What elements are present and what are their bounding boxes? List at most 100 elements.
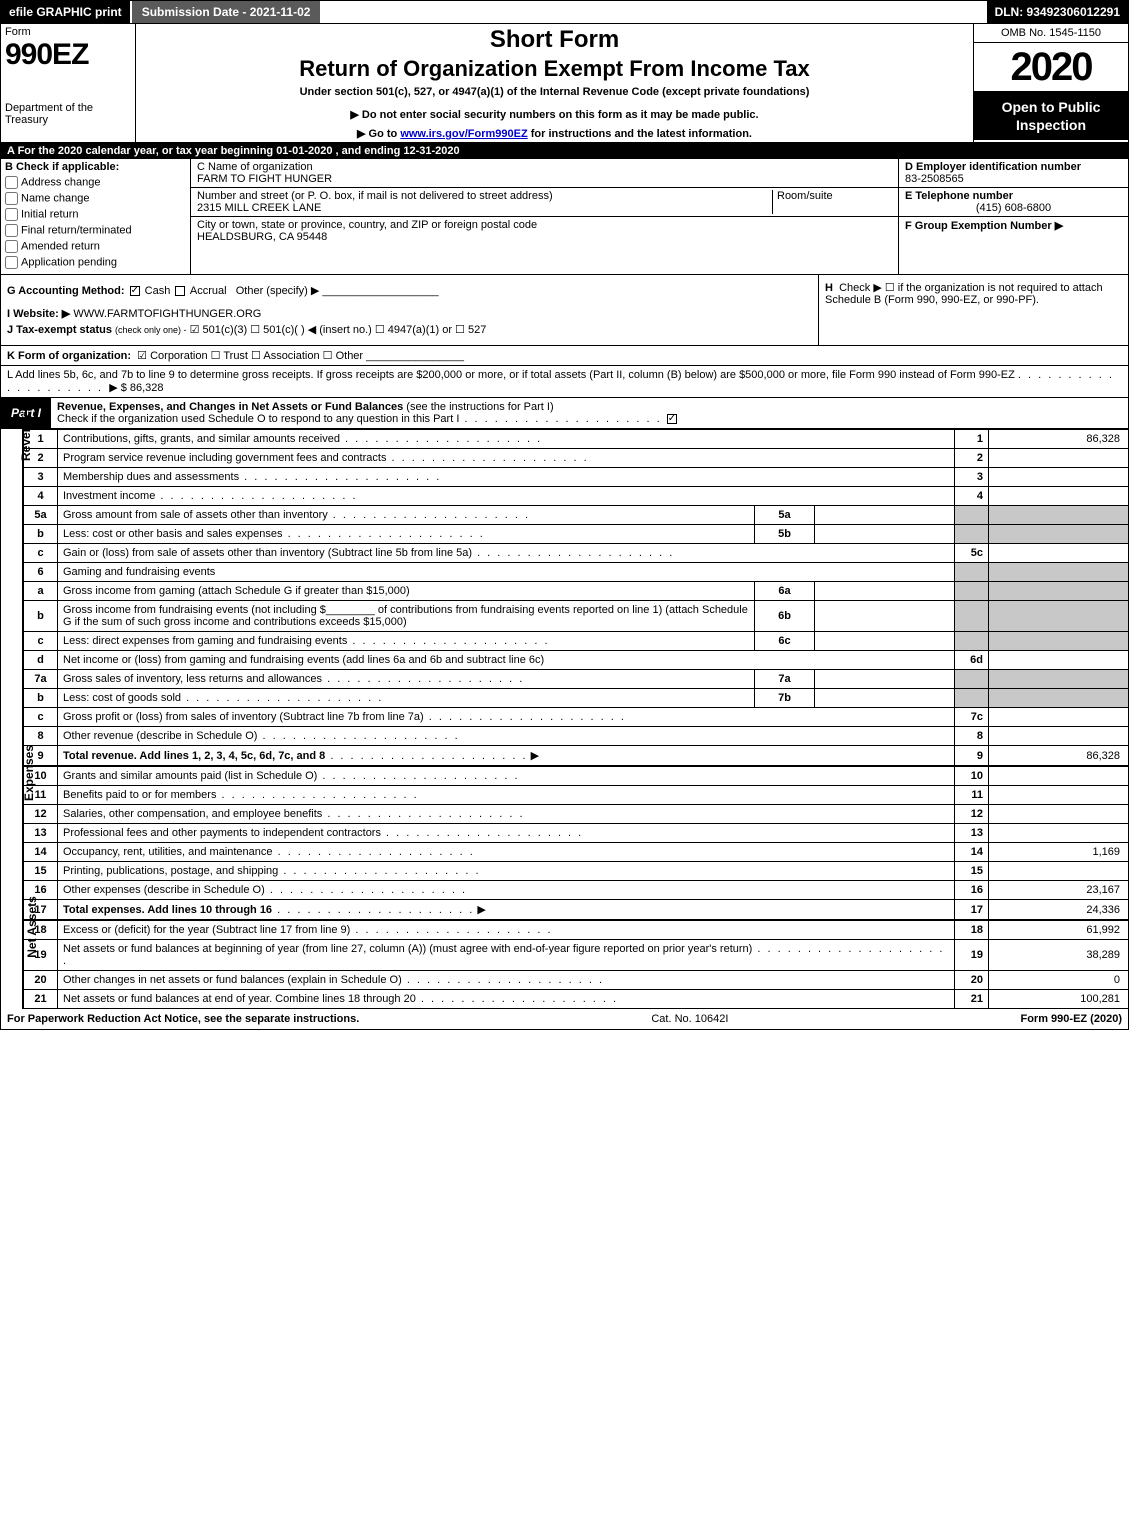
chk-accrual[interactable] [175,286,185,296]
chk-amended-return[interactable]: Amended return [5,240,186,253]
irs-link[interactable]: www.irs.gov/Form990EZ [400,128,527,140]
line-7a: 7aGross sales of inventory, less returns… [24,670,1129,689]
netassets-section: Net Assets 18Excess or (deficit) for the… [0,920,1129,1009]
form-header: Form 990EZ Department of the Treasury Sh… [0,24,1129,143]
omb-number: OMB No. 1545-1150 [974,24,1128,43]
line-4: 4Investment income4 [24,487,1129,506]
org-name-label: C Name of organization [197,161,892,173]
line-15: 15Printing, publications, postage, and s… [24,862,1129,881]
phone: (415) 608-6800 [905,202,1122,214]
chk-cash[interactable] [130,286,140,296]
line-10: 10Grants and similar amounts paid (list … [24,767,1129,786]
city-label: City or town, state or province, country… [197,219,892,231]
under-section: Under section 501(c), 527, or 4947(a)(1)… [142,86,967,98]
k-opts: ☑ Corporation ☐ Trust ☐ Association ☐ Ot… [137,350,363,362]
line-3: 3Membership dues and assessments3 [24,468,1129,487]
revenue-side-label: Revenue [1,429,23,766]
section-h: H Check ▶ ☐ if the organization is not r… [818,275,1128,345]
chk-final-return[interactable]: Final return/terminated [5,224,186,237]
street-label: Number and street (or P. O. box, if mail… [197,190,772,202]
page-footer: For Paperwork Reduction Act Notice, see … [0,1009,1129,1030]
footer-center: Cat. No. 10642I [651,1013,728,1025]
tax-year: 2020 [974,43,1128,92]
g-label: G Accounting Method: [7,285,125,297]
line-8: 8Other revenue (describe in Schedule O)8 [24,727,1129,746]
notice2-suffix: for instructions and the latest informat… [528,128,752,140]
l-amount: ▶ $ 86,328 [109,382,163,394]
j-note: (check only one) - [115,325,187,335]
j-opts: ☑ 501(c)(3) ☐ 501(c)( ) ◀ (insert no.) ☐… [190,324,487,336]
open-inspection: Open to Public Inspection [974,92,1128,140]
form-label: Form [5,26,131,38]
chk-schedule-o[interactable] [667,414,677,424]
part1-title: Revenue, Expenses, and Changes in Net As… [51,398,1128,428]
chk-application-pending[interactable]: Application pending [5,256,186,269]
department: Department of the Treasury [5,102,131,126]
line-20: 20Other changes in net assets or fund ba… [24,971,1129,990]
line-5b: bLess: cost or other basis and sales exp… [24,525,1129,544]
line-21: 21Net assets or fund balances at end of … [24,990,1129,1009]
line-5a: 5aGross amount from sale of assets other… [24,506,1129,525]
org-name: FARM TO FIGHT HUNGER [197,173,892,185]
row-a: A For the 2020 calendar year, or tax yea… [0,143,1129,159]
j-label: J Tax-exempt status [7,324,112,336]
part1-header: Part I Revenue, Expenses, and Changes in… [0,398,1129,429]
line-6d: dNet income or (loss) from gaming and fu… [24,651,1129,670]
expenses-side-label: Expenses [1,766,23,920]
header-center: Short Form Return of Organization Exempt… [136,24,973,142]
ein-row: D Employer identification number 83-2508… [899,159,1128,188]
footer-right: Form 990-EZ (2020) [1020,1013,1122,1025]
line-2: 2Program service revenue including gover… [24,449,1129,468]
netassets-table: 18Excess or (deficit) for the year (Subt… [23,920,1129,1009]
notice2-prefix: ▶ Go to [357,128,400,140]
section-def: D Employer identification number 83-2508… [898,159,1128,274]
short-form-title: Short Form [142,26,967,54]
line-5c: cGain or (loss) from sale of assets othe… [24,544,1129,563]
header-left: Form 990EZ Department of the Treasury [1,24,136,142]
h-text: Check ▶ ☐ if the organization is not req… [825,282,1103,306]
submission-date: Submission Date - 2021-11-02 [130,1,323,23]
line-13: 13Professional fees and other payments t… [24,824,1129,843]
footer-left: For Paperwork Reduction Act Notice, see … [7,1013,359,1025]
group-row: F Group Exemption Number ▶ [899,217,1128,234]
chk-name-change[interactable]: Name change [5,192,186,205]
efile-label[interactable]: efile GRAPHIC print [1,1,130,23]
line-6a: aGross income from gaming (attach Schedu… [24,582,1129,601]
gh-block: G Accounting Method: Cash Accrual Other … [0,275,1129,346]
l-text: L Add lines 5b, 6c, and 7b to line 9 to … [7,369,1015,381]
top-bar: efile GRAPHIC print Submission Date - 20… [0,0,1129,24]
form-number: 990EZ [5,38,131,72]
line-14: 14Occupancy, rent, utilities, and mainte… [24,843,1129,862]
line-6c: cLess: direct expenses from gaming and f… [24,632,1129,651]
header-right: OMB No. 1545-1150 2020 Open to Public In… [973,24,1128,142]
expenses-table: 10Grants and similar amounts paid (list … [23,766,1129,920]
revenue-table: 1Contributions, gifts, grants, and simil… [23,429,1129,766]
dln: DLN: 93492306012291 [987,1,1128,23]
section-b: B Check if applicable: Address change Na… [1,159,191,274]
section-k: K Form of organization: ☑ Corporation ☐ … [0,346,1129,366]
ein: 83-2508565 [905,173,1122,185]
street-row: Number and street (or P. O. box, if mail… [191,188,898,217]
ein-label: D Employer identification number [905,161,1122,173]
line-7c: cGross profit or (loss) from sales of in… [24,708,1129,727]
room-suite: Room/suite [772,190,892,214]
chk-initial-return[interactable]: Initial return [5,208,186,221]
i-label: I Website: ▶ [7,308,70,320]
k-label: K Form of organization: [7,350,131,362]
line-12: 12Salaries, other compensation, and empl… [24,805,1129,824]
city-row: City or town, state or province, country… [191,217,898,245]
chk-address-change[interactable]: Address change [5,176,186,189]
section-b-title: B Check if applicable: [5,161,119,173]
section-g: G Accounting Method: Cash Accrual Other … [1,275,818,345]
spacer [322,1,986,23]
revenue-section: Revenue 1Contributions, gifts, grants, a… [0,429,1129,766]
h-label: H [825,282,833,294]
city: HEALDSBURG, CA 95448 [197,231,892,243]
line-16: 16Other expenses (describe in Schedule O… [24,881,1129,900]
org-name-row: C Name of organization FARM TO FIGHT HUN… [191,159,898,188]
phone-label: E Telephone number [905,190,1122,202]
section-c: C Name of organization FARM TO FIGHT HUN… [191,159,898,274]
line-17: 17Total expenses. Add lines 10 through 1… [24,900,1129,920]
notice-ssn: ▶ Do not enter social security numbers o… [142,108,967,121]
notice-link: ▶ Go to www.irs.gov/Form990EZ for instru… [142,127,967,140]
